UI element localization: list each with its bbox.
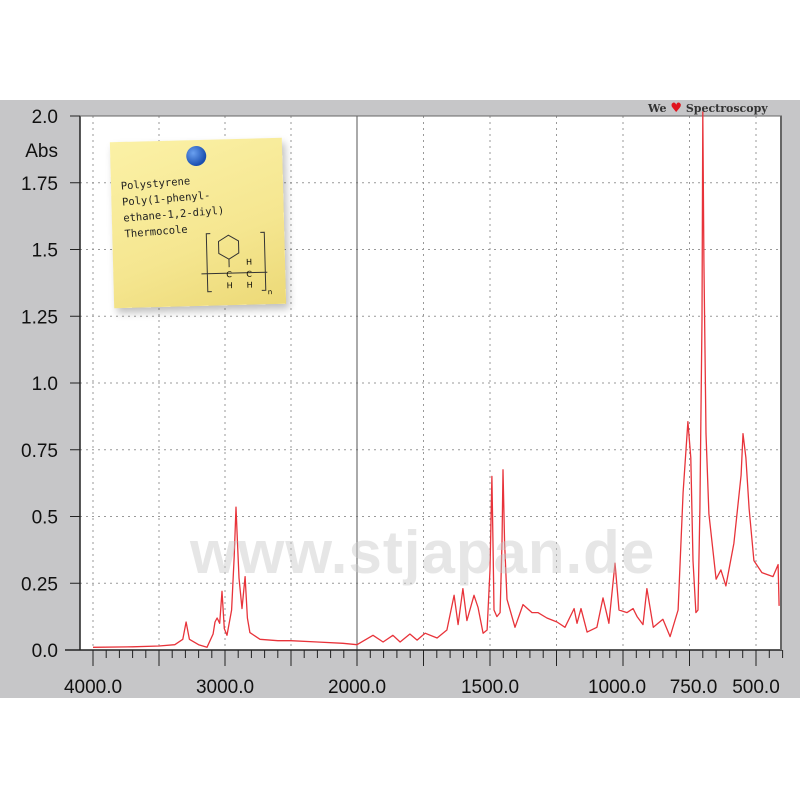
y-tick-label: 0.25 xyxy=(21,574,58,595)
x-tick-label: 750.0 xyxy=(670,677,718,698)
atom-h: H xyxy=(227,281,233,290)
absorbance-trace xyxy=(92,111,780,648)
x-tick-label: 1000.0 xyxy=(588,677,646,698)
x-tick-label: 3000.0 xyxy=(196,677,254,698)
y-tick-label: 0.75 xyxy=(21,441,58,462)
y-tick-label: 0.0 xyxy=(32,641,58,662)
plot-right-border xyxy=(780,116,782,650)
brand-label: We ♥ Spectroscopy xyxy=(648,101,768,116)
atom-c: C xyxy=(246,270,252,279)
tick-labels: 2.0 1.75 1.5 1.25 1.0 0.75 0.5 0.25 0.0 4000.0 300… xyxy=(21,107,780,698)
y-tick-label: 2.0 xyxy=(32,107,58,128)
x-tick-label: 4000.0 xyxy=(64,677,122,698)
polystyrene-structure-icon: C C H H H n xyxy=(201,231,273,296)
sticky-note: Polystyrene Poly(1-phenyl- ethane-1,2-di… xyxy=(109,137,287,309)
y-tick-label: 1.25 xyxy=(21,307,58,328)
x-tick-label: 1500.0 xyxy=(461,677,519,698)
brand-prefix: We xyxy=(648,102,667,115)
y-axis-label: Abs xyxy=(25,141,58,162)
pushpin-icon xyxy=(185,145,207,167)
y-tick-label: 0.5 xyxy=(32,508,58,529)
x-tick-label: 2000.0 xyxy=(328,677,386,698)
y-tick-label: 1.0 xyxy=(32,374,58,395)
heart-icon: ♥ xyxy=(670,101,682,116)
axes xyxy=(65,115,784,666)
atom-h: H xyxy=(246,258,252,267)
y-tick-label: 1.75 xyxy=(21,174,58,195)
trace-layer xyxy=(92,111,780,648)
x-tick-label: 500.0 xyxy=(732,677,780,698)
watermark: www.stjapan.de xyxy=(190,519,656,586)
repeat-n: n xyxy=(268,288,273,296)
brand-suffix: Spectroscopy xyxy=(685,102,768,115)
atom-h: H xyxy=(247,281,253,290)
y-tick-label: 1.5 xyxy=(32,241,58,262)
atom-c: C xyxy=(226,270,232,279)
